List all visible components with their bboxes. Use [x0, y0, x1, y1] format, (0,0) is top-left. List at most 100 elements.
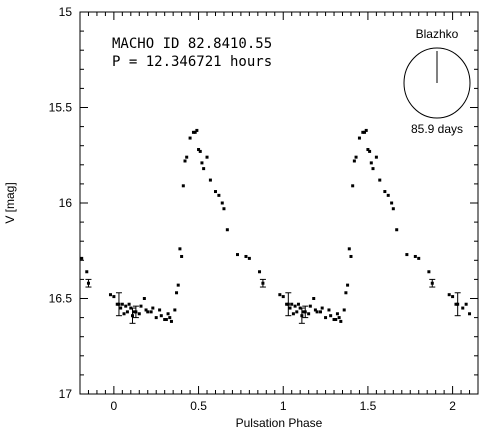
- data-point: [86, 281, 90, 285]
- data-point: [346, 283, 350, 287]
- data-point: [391, 207, 395, 211]
- data-point: [258, 270, 262, 274]
- data-point: [288, 306, 292, 310]
- data-point: [222, 207, 226, 211]
- data-point: [281, 295, 285, 299]
- data-point: [108, 293, 112, 297]
- data-point: [193, 130, 197, 134]
- data-point: [115, 302, 119, 306]
- data-point: [200, 161, 204, 165]
- data-point: [134, 310, 138, 314]
- data-point: [197, 148, 201, 152]
- data-point: [468, 312, 472, 316]
- data-point: [181, 184, 185, 188]
- data-point: [173, 308, 177, 312]
- data-point: [205, 155, 209, 159]
- data-point: [208, 178, 212, 182]
- data-point: [347, 247, 351, 251]
- data-point: [417, 256, 421, 260]
- y-tick-label: 15.5: [49, 101, 73, 115]
- data-point: [395, 228, 399, 232]
- data-point: [290, 302, 294, 306]
- data-point: [178, 247, 182, 251]
- data-point: [344, 291, 348, 295]
- x-tick-label: 1.5: [360, 399, 377, 413]
- data-point: [131, 314, 135, 318]
- data-point: [303, 310, 307, 314]
- data-point: [236, 253, 240, 257]
- data-point: [291, 312, 295, 316]
- data-point: [364, 128, 368, 132]
- data-point: [427, 270, 431, 274]
- data-point: [176, 283, 180, 287]
- data-point: [308, 304, 312, 308]
- data-point: [430, 281, 434, 285]
- data-point: [191, 130, 195, 134]
- period-annotation: P = 12.346721 hours: [112, 54, 272, 70]
- data-point: [369, 161, 373, 165]
- data-point: [151, 306, 155, 310]
- data-point: [144, 308, 148, 312]
- data-point: [320, 306, 324, 310]
- x-tick-label: 0: [111, 399, 118, 413]
- data-point: [166, 312, 170, 316]
- data-point: [80, 256, 84, 260]
- data-point: [332, 318, 336, 322]
- x-axis-ticks: 0 0.5 1 1.5 2: [79, 12, 479, 413]
- data-point: [244, 254, 248, 258]
- x-tick-label: 0.5: [190, 399, 207, 413]
- data-point: [185, 155, 189, 159]
- data-point: [220, 201, 224, 205]
- macho-id-annotation: MACHO ID 82.8410.55: [112, 36, 272, 52]
- y-tick-label: 16: [59, 196, 73, 210]
- x-tick-label: 2: [449, 399, 456, 413]
- data-point: [278, 293, 282, 297]
- data-point: [318, 310, 322, 314]
- data-points: [80, 128, 472, 324]
- data-point: [464, 302, 468, 306]
- data-point: [307, 312, 311, 316]
- data-point: [146, 310, 150, 314]
- x-axis-label: Pulsation Phase: [236, 416, 323, 430]
- data-point: [339, 319, 343, 323]
- blazhko-period-label: 85.9 days: [411, 122, 463, 136]
- data-point: [164, 318, 168, 322]
- data-point: [169, 319, 173, 323]
- data-point: [371, 167, 375, 171]
- data-point: [366, 148, 370, 152]
- data-point: [374, 155, 378, 159]
- data-point: [180, 254, 184, 258]
- data-point: [163, 318, 167, 322]
- data-point: [142, 297, 146, 300]
- data-point: [112, 295, 116, 299]
- data-point: [127, 302, 131, 306]
- data-point: [300, 314, 304, 318]
- data-point: [119, 306, 123, 310]
- data-point: [213, 190, 217, 194]
- data-point: [357, 136, 361, 140]
- data-point: [315, 310, 319, 314]
- data-point: [335, 312, 339, 316]
- data-point: [293, 304, 297, 308]
- y-axis-label: V [mag]: [3, 182, 17, 223]
- data-point: [261, 281, 265, 285]
- data-point: [451, 295, 455, 299]
- data-point: [312, 297, 316, 300]
- data-point: [125, 310, 129, 314]
- data-point: [351, 184, 355, 188]
- data-point: [354, 155, 358, 159]
- data-point: [342, 308, 346, 312]
- data-point: [124, 304, 128, 308]
- data-point: [286, 302, 290, 306]
- data-point: [202, 167, 206, 171]
- data-point: [159, 314, 163, 318]
- data-point: [405, 253, 409, 257]
- data-point: [225, 228, 229, 232]
- data-point: [285, 302, 289, 306]
- y-tick-label: 16.5: [49, 292, 73, 306]
- data-point: [154, 316, 158, 320]
- data-point: [296, 302, 300, 306]
- data-point: [378, 178, 382, 182]
- data-point: [120, 302, 124, 306]
- data-point: [85, 270, 89, 274]
